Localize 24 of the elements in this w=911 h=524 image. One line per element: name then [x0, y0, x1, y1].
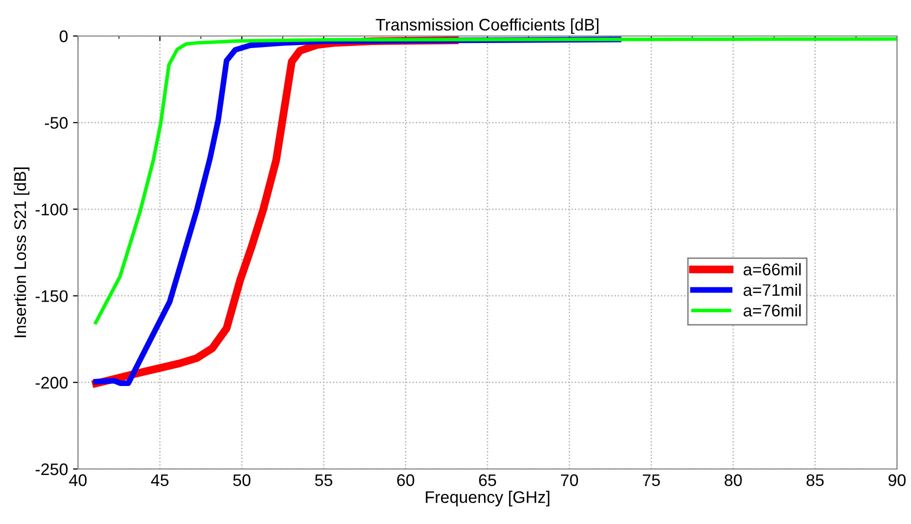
x-tick-label: 90 — [888, 474, 906, 486]
x-tick-label: 40 — [69, 474, 87, 486]
x-tick-label: 65 — [479, 474, 496, 486]
x-axis-title: Frequency [GHz] — [426, 490, 550, 506]
y-tick-label: -200 — [36, 376, 68, 389]
y-tick-label: -50 — [44, 117, 68, 129]
x-tick-label: 55 — [315, 474, 332, 486]
legend-label: a=71mil — [744, 284, 801, 296]
x-tick-label: 70 — [560, 474, 578, 486]
y-axis-title: Insertion Loss S21 [dB] — [14, 168, 30, 338]
x-tick-label: 85 — [806, 474, 824, 486]
legend-label: a=66mil — [744, 263, 801, 276]
y-tick-label: -250 — [36, 463, 68, 476]
x-tick-label: 75 — [642, 474, 660, 486]
y-tick-label: -100 — [36, 204, 68, 216]
x-tick-label: 50 — [233, 474, 250, 486]
y-tick-label: 0 — [60, 30, 68, 42]
x-tick-label: 80 — [724, 474, 742, 486]
chart-title: Transmission Coefficients [dB] — [376, 18, 598, 34]
x-tick-label: 60 — [397, 474, 414, 486]
y-tick-label: -150 — [36, 290, 68, 302]
legend-label: a=76mil — [744, 304, 801, 316]
x-tick-label: 45 — [151, 474, 168, 486]
line-series — [94, 37, 897, 324]
